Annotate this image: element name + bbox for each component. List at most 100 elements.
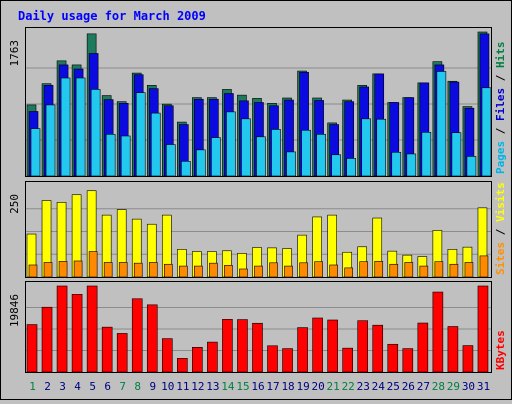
bar-kbytes-day-undefined	[101, 326, 113, 373]
x-tick-label-19: 19	[296, 380, 309, 393]
bar-pages-day-11	[181, 160, 191, 177]
bar-pages-day-21	[331, 154, 341, 177]
bar-kbytes-day-undefined	[192, 346, 203, 373]
bar-sites-day-undefined	[133, 262, 143, 278]
x-tick-label-18: 18	[281, 380, 294, 393]
bar-sites-day-undefined	[269, 262, 278, 278]
bar-sites-day-undefined	[329, 264, 338, 278]
bar-sites-day-undefined	[314, 261, 323, 278]
bar-sites-day-undefined	[434, 261, 444, 278]
bar-pages-day-6	[105, 134, 116, 177]
x-tick-label-9: 9	[149, 380, 156, 393]
bar-sites-day-undefined	[118, 262, 128, 278]
bar-kbytes-day-undefined	[462, 345, 474, 373]
bar-pages-day-10	[165, 144, 176, 177]
bar-sites-day-undefined	[28, 264, 38, 278]
legend-pages: Pages	[494, 141, 507, 174]
bar-kbytes-day-undefined	[116, 333, 128, 373]
bar-sites-day-undefined	[179, 265, 188, 278]
panel-3-legend: KBytes	[494, 330, 507, 370]
bar-kbytes-day-undefined	[447, 326, 459, 373]
panel-2-legend: Sites / Visits	[494, 182, 507, 275]
bar-kbytes-day-undefined	[417, 322, 429, 373]
legend-separator: /	[494, 68, 507, 88]
bar-sites-day-undefined	[449, 263, 459, 278]
x-tick-label-29: 29	[447, 380, 460, 393]
bar-pages-day-18	[286, 151, 296, 177]
bar-pages-day-2	[45, 104, 56, 177]
x-tick-label-24: 24	[372, 380, 386, 393]
x-tick-label-21: 21	[327, 380, 340, 393]
x-tick-label-15: 15	[236, 380, 249, 393]
bar-kbytes-day-undefined	[26, 324, 38, 373]
x-tick-label-8: 8	[134, 380, 141, 393]
bar-kbytes-day-undefined	[402, 348, 414, 373]
bar-pages-day-13	[211, 137, 221, 177]
bar-pages-day-16	[256, 136, 266, 177]
bar-kbytes-day-undefined	[56, 285, 68, 373]
x-tick-label-12: 12	[191, 380, 204, 393]
bar-kbytes-day-undefined	[267, 345, 278, 373]
bar-kbytes-day-undefined	[342, 347, 353, 373]
panel-1-legend: Pages / Files / Hits	[494, 42, 507, 175]
bar-sites-day-undefined	[359, 261, 369, 278]
x-tick-label-22: 22	[342, 380, 355, 393]
x-tick-label-30: 30	[462, 380, 475, 393]
bar-kbytes-day-undefined	[161, 338, 173, 373]
bar-pages-day-30	[466, 156, 477, 177]
bar-pages-day-4	[75, 77, 86, 177]
bar-kbytes-day-undefined	[41, 306, 53, 373]
bar-pages-day-12	[196, 149, 206, 177]
x-tick-label-20: 20	[312, 380, 325, 393]
legend-hits: Hits	[494, 42, 507, 69]
legend-visits: Visits	[494, 182, 507, 222]
bar-pages-day-27	[421, 132, 432, 177]
bar-sites-day-undefined	[194, 265, 203, 278]
bar-sites-day-undefined	[58, 261, 68, 278]
x-tick-label-27: 27	[417, 380, 430, 393]
bar-sites-day-undefined	[464, 262, 474, 278]
bar-kbytes-day-undefined	[357, 320, 369, 373]
x-tick-label-3: 3	[59, 380, 66, 393]
x-tick-label-4: 4	[74, 380, 81, 393]
bar-kbytes-day-undefined	[222, 319, 233, 373]
chart-title: Daily usage for March 2009	[18, 9, 206, 23]
bar-sites-day-undefined	[73, 260, 83, 278]
bar-pages-day-8	[135, 92, 146, 177]
x-tick-label-28: 28	[432, 380, 445, 393]
bar-sites-day-undefined	[163, 263, 173, 278]
bar-pages-day-15	[241, 118, 251, 177]
bar-kbytes-day-undefined	[282, 348, 293, 373]
bar-pages-day-20	[316, 134, 326, 177]
bar-kbytes-day-undefined	[131, 298, 143, 373]
bar-pages-day-22	[346, 158, 356, 177]
bar-pages-day-31	[481, 87, 492, 177]
x-tick-label-26: 26	[402, 380, 415, 393]
bar-kbytes-day-undefined	[327, 319, 338, 373]
x-tick-label-13: 13	[206, 380, 219, 393]
legend-kbytes: KBytes	[494, 330, 507, 370]
bar-kbytes-day-undefined	[237, 319, 248, 373]
bar-sites-day-undefined	[88, 251, 98, 278]
bar-kbytes-day-undefined	[86, 285, 98, 373]
bar-sites-day-undefined	[299, 262, 308, 278]
bar-sites-day-undefined	[404, 262, 414, 278]
bar-sites-day-undefined	[479, 255, 489, 278]
bar-pages-day-19	[301, 129, 311, 177]
bar-pages-day-7	[120, 135, 131, 177]
legend-files: Files	[494, 88, 507, 121]
x-tick-label-14: 14	[221, 380, 235, 393]
x-tick-label-5: 5	[89, 380, 96, 393]
bar-kbytes-day-undefined	[297, 327, 308, 373]
bar-pages-day-17	[271, 129, 281, 177]
bar-sites-day-undefined	[389, 263, 399, 278]
x-tick-label-7: 7	[119, 380, 126, 393]
panel-3-ymax-label: 19846	[8, 294, 21, 327]
x-tick-label-6: 6	[104, 380, 111, 393]
bar-pages-day-24	[376, 118, 387, 177]
bar-pages-day-9	[150, 112, 161, 177]
bar-kbytes-day-undefined	[312, 317, 323, 373]
bar-sites-day-undefined	[43, 262, 53, 278]
